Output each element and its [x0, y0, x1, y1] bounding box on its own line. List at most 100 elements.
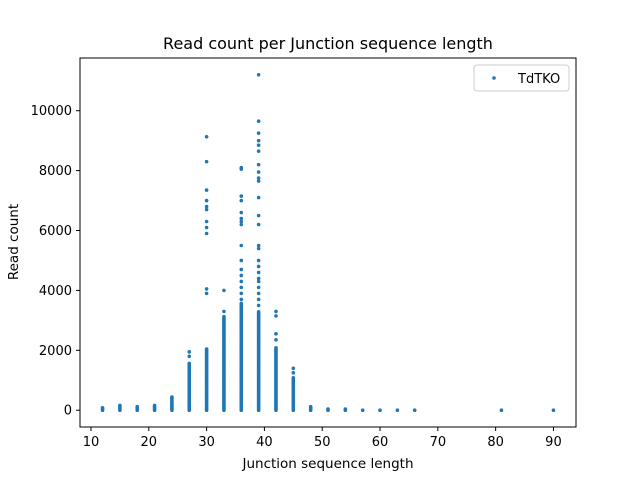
y-tick-label: 8000 [39, 164, 72, 179]
data-point [239, 216, 244, 221]
data-point [170, 395, 174, 399]
data-point [239, 210, 244, 215]
data-point [256, 276, 261, 281]
data-point [499, 408, 504, 413]
y-axis-ticks: 0 2000 4000 6000 8000 10000 [31, 104, 80, 419]
data-point [256, 258, 261, 263]
data-point [551, 408, 556, 413]
y-tick-label: 6000 [39, 224, 72, 239]
data-point [256, 310, 261, 314]
chart-title: Read count per Junction sequence length [163, 34, 493, 53]
data-point [256, 149, 261, 153]
legend-marker [492, 76, 496, 80]
data-point [326, 407, 330, 411]
data-point [187, 354, 192, 359]
data-point [239, 198, 244, 203]
data-point [239, 243, 244, 248]
legend-box [473, 64, 570, 92]
data-point [239, 279, 244, 284]
y-tick-label: 2000 [39, 344, 72, 359]
data-point [256, 162, 261, 167]
data-point [256, 270, 261, 275]
data-point [256, 285, 261, 290]
x-tick-label: 20 [141, 435, 158, 450]
x-tick-label: 90 [545, 435, 562, 450]
data-point [239, 222, 244, 227]
data-point [204, 207, 209, 212]
y-axis-label: Read count [6, 204, 22, 280]
data-point [256, 72, 261, 77]
data-points [100, 72, 556, 413]
data-point [239, 297, 244, 302]
x-tick-label: 60 [372, 435, 389, 450]
legend: TdTKO [473, 64, 570, 92]
data-point [395, 408, 400, 413]
data-point [291, 370, 296, 375]
data-point [256, 222, 261, 227]
data-point [100, 406, 105, 410]
data-point [256, 119, 261, 123]
data-point [291, 376, 296, 380]
x-tick-label: 10 [83, 435, 100, 450]
data-point [256, 213, 261, 218]
data-point [274, 314, 278, 318]
data-point [204, 134, 209, 139]
data-point [204, 287, 209, 291]
data-point [222, 288, 226, 293]
plot-area-frame [79, 57, 577, 428]
data-point [343, 407, 348, 411]
data-point [204, 188, 209, 192]
y-tick-label: 4000 [39, 284, 72, 299]
x-tick-label: 80 [487, 435, 504, 450]
data-point [152, 403, 157, 408]
x-tick-label: 40 [256, 435, 273, 450]
data-point [239, 273, 244, 278]
x-axis-ticks: 10 20 30 40 50 60 70 80 90 [83, 427, 562, 450]
data-point [360, 408, 365, 413]
x-tick-label: 50 [314, 435, 331, 450]
data-point [239, 301, 244, 306]
data-point [256, 138, 261, 143]
data-point [204, 231, 209, 236]
data-point [239, 194, 244, 198]
data-point [239, 267, 244, 272]
data-point [308, 404, 313, 409]
y-tick-label: 10000 [31, 104, 72, 119]
data-point [204, 204, 209, 209]
data-point [135, 404, 140, 409]
data-point [256, 195, 261, 200]
data-point [256, 297, 261, 302]
data-point [239, 258, 244, 263]
data-point [256, 131, 261, 135]
data-point [274, 346, 278, 350]
data-point [256, 279, 261, 284]
data-point [187, 361, 192, 366]
data-point [222, 314, 226, 319]
data-point [256, 179, 261, 183]
data-point [222, 309, 226, 314]
data-point [239, 219, 244, 224]
data-point [256, 246, 261, 251]
data-point [187, 350, 192, 354]
data-point [256, 264, 261, 269]
data-point [239, 291, 244, 296]
data-point [204, 198, 209, 203]
legend-label: TdTKO [517, 72, 560, 87]
data-point [204, 225, 209, 230]
y-tick-label: 0 [64, 404, 72, 419]
data-point [204, 347, 209, 351]
data-point [256, 291, 261, 296]
data-point [256, 143, 261, 147]
data-point [291, 366, 296, 371]
data-point [256, 243, 261, 248]
x-tick-label: 70 [430, 435, 447, 450]
data-point [256, 170, 261, 174]
data-point [412, 408, 417, 413]
data-point [256, 176, 261, 180]
data-point [204, 159, 209, 164]
data-point [378, 408, 382, 413]
data-point [256, 303, 261, 308]
data-point [204, 219, 209, 224]
data-point [274, 338, 278, 342]
